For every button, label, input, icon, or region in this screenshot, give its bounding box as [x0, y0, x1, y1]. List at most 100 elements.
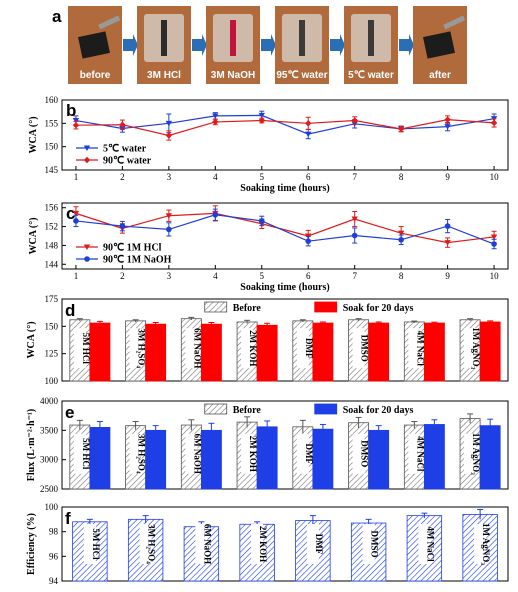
- x-tick-label: 6: [306, 172, 311, 182]
- legend-label: Soak for 20 days: [343, 405, 414, 416]
- data-point: [165, 132, 173, 139]
- category-label: 3M H₂SO₄: [147, 524, 157, 564]
- x-tick-label: 3: [167, 271, 172, 281]
- x-tick-label: 2: [120, 172, 125, 182]
- y-tick-label: 3500: [40, 425, 59, 435]
- legend-label: 5℃ water: [103, 144, 147, 155]
- category-label-bg: [195, 524, 208, 564]
- step-label: 3M HCl: [147, 70, 181, 81]
- data-point: [351, 117, 358, 124]
- legend-label: 90℃ water: [103, 156, 152, 167]
- x-tick-label: 7: [352, 172, 357, 182]
- bar: [423, 424, 445, 490]
- x-tick-label: 2: [120, 271, 125, 281]
- category-label-bg: [464, 433, 477, 474]
- legend-label: 90℃ 1M HCl: [103, 243, 162, 254]
- category-label-bg: [464, 328, 477, 369]
- series-line: [75, 214, 495, 245]
- category-label: 1M AgNO₃: [471, 433, 481, 475]
- y-tick-label: 150: [45, 142, 59, 152]
- y-tick-label: 2500: [40, 484, 59, 494]
- bar: [200, 429, 222, 490]
- category-label-bg: [296, 433, 309, 474]
- y-tick-label: 100: [45, 502, 59, 512]
- data-point: [73, 218, 79, 224]
- data-point: [212, 118, 219, 126]
- bar: [145, 429, 167, 490]
- data-point: [258, 112, 265, 119]
- category-label-bg: [73, 433, 86, 474]
- category-label: 2M KOH: [258, 526, 268, 562]
- category-label-bg: [129, 433, 142, 474]
- data-point: [444, 223, 451, 229]
- category-label-bg: [139, 524, 152, 564]
- step-label: 95℃ water: [276, 70, 327, 81]
- x-tick-label: 10: [490, 172, 500, 182]
- series-line: [75, 118, 495, 137]
- x-tick-label: 7: [352, 271, 357, 281]
- data-point: [212, 113, 219, 119]
- y-tick-label: 100: [45, 376, 59, 386]
- category-label-bg: [241, 433, 254, 474]
- data-point: [165, 213, 173, 219]
- legend-marker: [83, 244, 91, 250]
- legend-swatch: [204, 403, 228, 415]
- step-label: 3M NaOH: [211, 70, 255, 81]
- category-label-bg: [185, 328, 198, 369]
- data-point: [444, 116, 451, 123]
- x-tick-label: 9: [445, 271, 450, 281]
- step-label: before: [80, 70, 111, 81]
- line-chart-b: 145 150 155 160 1 2 3 4 5 6 7 8 9 10 Soaking time (hou…: [28, 95, 509, 194]
- legend-label: 90℃ 1M NaOH: [103, 255, 172, 266]
- legend-marker: [83, 145, 91, 151]
- data-point: [305, 238, 312, 244]
- category-label-bg: [129, 328, 142, 369]
- data-point: [351, 216, 358, 223]
- tweezers-shape: [443, 15, 466, 30]
- y-axis-label: WCA (°): [28, 217, 39, 254]
- legend-swatch: [314, 403, 338, 415]
- x-axis-label: Soaking time (hours): [240, 282, 329, 293]
- panel-a: a before 3M HCl 3M NaOH 95℃ water 5℃ water af…: [52, 6, 467, 84]
- bar: [256, 324, 278, 382]
- arrow-icon: [330, 34, 345, 56]
- category-label-bg: [362, 524, 375, 564]
- legend-label: Before: [233, 405, 262, 416]
- category-label-bg: [408, 328, 421, 369]
- data-point: [490, 119, 498, 127]
- bar: [479, 321, 501, 382]
- category-label-bg: [73, 328, 86, 369]
- x-tick-label: 5: [260, 172, 265, 182]
- arrow-icon: [192, 34, 207, 56]
- data-point: [444, 124, 451, 130]
- y-axis-label: Flux (L·m⁻²·h⁻¹): [26, 409, 37, 481]
- bar: [368, 322, 390, 382]
- bar: [368, 429, 390, 490]
- category-label: 1M AgNO₃: [481, 523, 491, 565]
- legend-marker: [83, 156, 91, 164]
- legend-label: Soak for 20 days: [343, 303, 414, 314]
- category-label: 6M NaOH: [192, 434, 202, 474]
- x-tick-label: 5: [260, 271, 265, 281]
- data-point: [351, 232, 358, 239]
- y-tick-label: 156: [45, 203, 59, 213]
- sponge-shape: [78, 31, 110, 59]
- legend-marker: [84, 256, 90, 262]
- data-point: [119, 121, 126, 128]
- x-tick-label: 9: [445, 172, 450, 182]
- category-label: DMF: [304, 444, 314, 465]
- category-label: 1M AgNO₃: [471, 327, 481, 369]
- y-axis-label: Efficiency (%): [26, 513, 37, 575]
- x-tick-label: 3: [167, 172, 172, 182]
- plot-frame: [61, 506, 509, 582]
- series-line: [75, 114, 495, 135]
- category-label: 4M NaCl: [415, 436, 425, 472]
- y-tick-label: 94: [49, 576, 59, 586]
- category-label: 5M HCl: [81, 438, 91, 470]
- panel-label-d: d: [65, 301, 75, 320]
- bar: [256, 426, 278, 490]
- category-label-bg: [408, 433, 421, 474]
- data-point: [212, 211, 219, 218]
- y-tick-label: 98: [49, 527, 59, 537]
